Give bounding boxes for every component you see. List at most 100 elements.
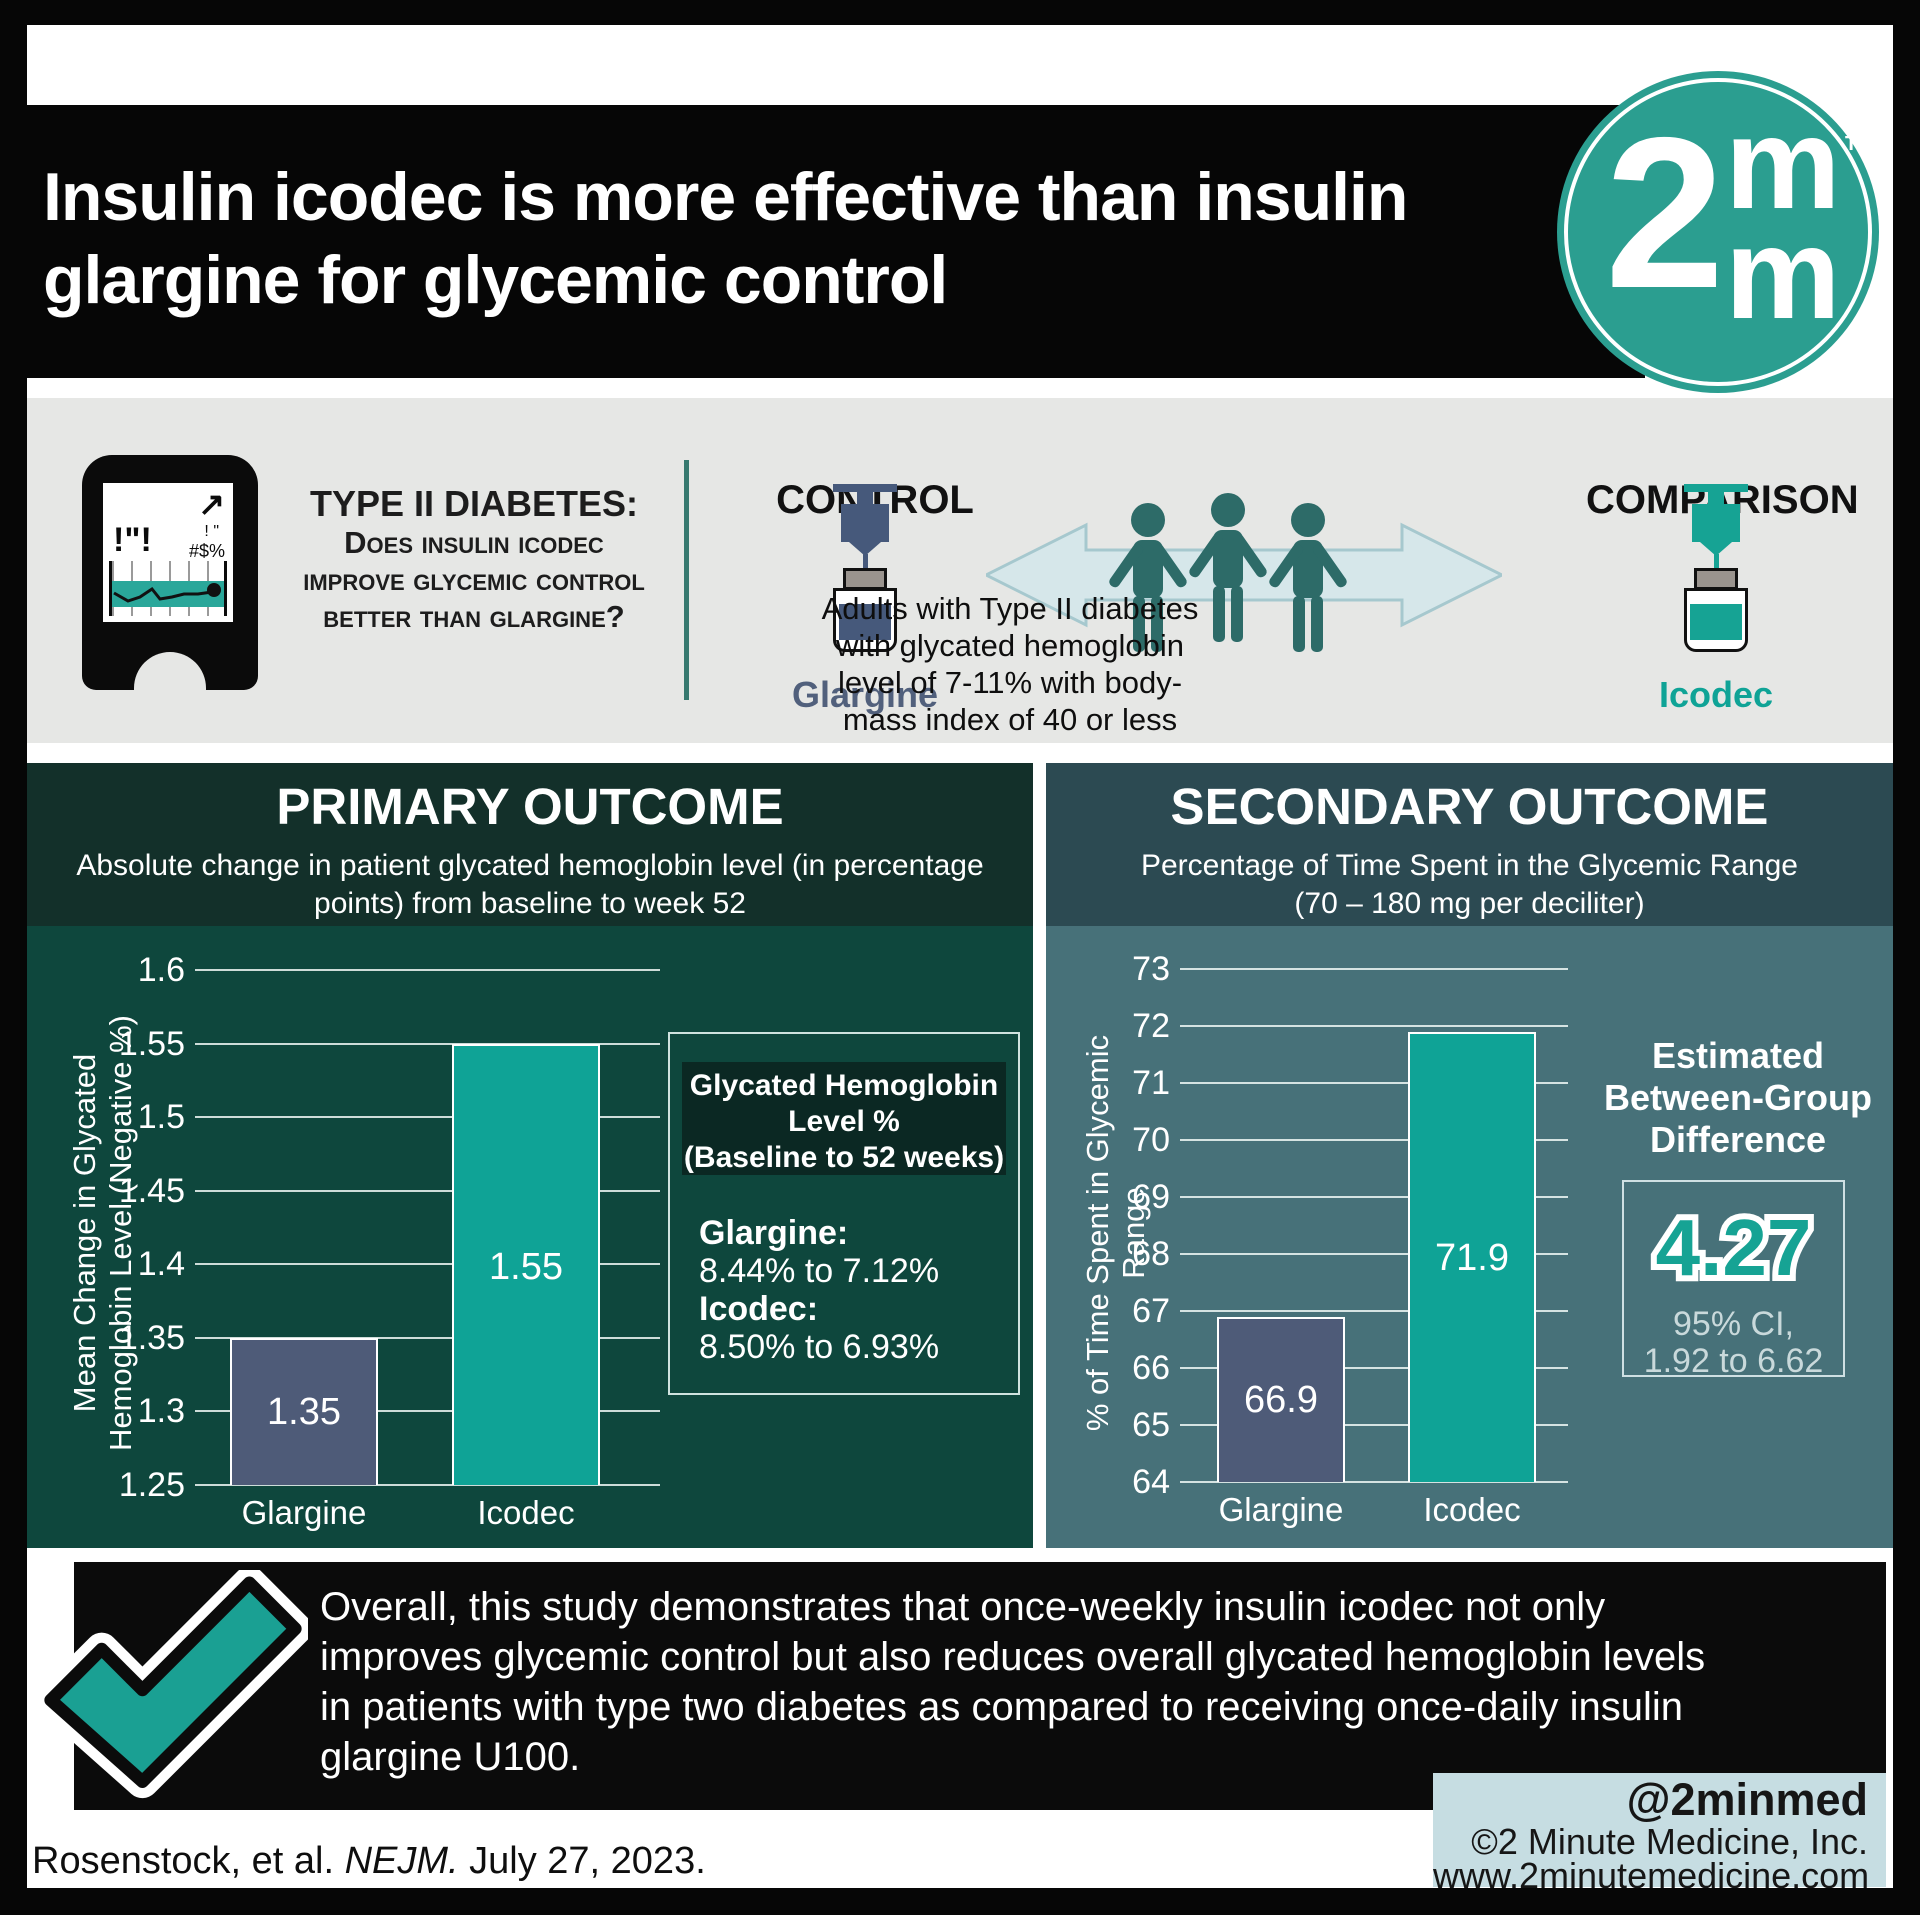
y-tick-label: 1.3 [137, 1392, 185, 1431]
gridline [1180, 1253, 1568, 1255]
icodec-drug-label: Icodec [1658, 674, 1774, 715]
y-tick-label: 67 [1132, 1292, 1170, 1330]
primary-panel-header: PRIMARY OUTCOME Absolute change in patie… [27, 763, 1033, 926]
conclusion-line1: Overall, this study demonstrates that on… [320, 1585, 1606, 1629]
y-tick-label: 1.45 [118, 1171, 185, 1210]
checkmark-icon [34, 1566, 312, 1820]
icodec-syringe-vial-icon [1661, 484, 1771, 654]
header-bottom-strip [27, 378, 1893, 398]
primary-subtitle-line2: points) from baseline to week 52 [314, 887, 746, 920]
primary-title: PRIMARY OUTCOME [276, 778, 784, 835]
y-tick-label: 1.4 [137, 1245, 185, 1284]
study-design-band [27, 398, 1893, 743]
y-tick-label: 64 [1132, 1463, 1170, 1501]
glucose-meter-icon: !"! ↗ ! " #$% [82, 455, 258, 695]
meter-exclaim-text: !"! [113, 521, 152, 559]
bar-value-label: 71.9 [1435, 1237, 1509, 1279]
info-icodec-value: 8.50% to 6.93% [699, 1328, 940, 1366]
gridline [1180, 1481, 1568, 1483]
y-tick-label: 1.6 [137, 951, 185, 989]
page-title-line1: Insulin icodec is more effective than in… [43, 159, 1408, 235]
publisher-box: @2minmed ©2 Minute Medicine, Inc. www.2m… [1433, 1773, 1886, 1894]
bar-icodec [452, 1043, 600, 1485]
study-question-line2: improve glycemic control [303, 562, 645, 597]
conclusion-box: Overall, this study demonstrates that on… [74, 1562, 1886, 1810]
info-icodec-label: Icodec: [699, 1290, 819, 1328]
population-line3: level of 7-11% with body- [837, 665, 1183, 700]
study-question-line3: better than glargine? [323, 599, 625, 634]
info-glargine-value: 8.44% to 7.12% [699, 1252, 940, 1290]
difference-value-box: 4.27 4.27 95% CI, 1.92 to 6.62 [1622, 1180, 1845, 1380]
confidence-interval: 95% CI, 1.92 to 6.62 [1643, 1305, 1824, 1380]
y-tick-label: 1.5 [137, 1098, 185, 1137]
study-question-title: TYPE II DIABETES: [309, 483, 639, 524]
social-handle[interactable]: @2minmed [1626, 1774, 1868, 1825]
meter-mini-chart [109, 561, 227, 616]
population-line4: mass index of 40 or less [842, 702, 1178, 737]
conclusion-line2: improves glycemic control but also reduc… [320, 1635, 1706, 1679]
gridline [1180, 1196, 1568, 1198]
y-tick-label: 72 [1132, 1007, 1170, 1045]
bar-glargine [1217, 1316, 1345, 1482]
gridline [1180, 1424, 1568, 1426]
secondary-bar-chart: 73 72 71 70 69 68 67 66 65 64 66.9 Glargine 71.9 Icod… [1046, 763, 1893, 1548]
y-tick-label: 73 [1132, 950, 1170, 988]
gridline [1180, 1139, 1568, 1141]
citation-journal: NEJM. [344, 1840, 459, 1882]
x-category-label: Glargine [1218, 1491, 1344, 1528]
x-category-label: Icodec [477, 1494, 575, 1531]
gridline [195, 969, 660, 971]
y-tick-label: 1.25 [118, 1466, 185, 1504]
gridline [195, 1263, 660, 1266]
logo-ring [1564, 78, 1872, 386]
vertical-divider [684, 460, 689, 700]
gridline [195, 1189, 660, 1192]
hemoglobin-info-box: Glycated Hemoglobin Level % (Baseline to… [668, 1032, 1020, 1395]
secondary-outcome-panel: SECONDARY OUTCOME Percentage of Time Spe… [1046, 763, 1893, 1548]
trademark-symbol: TM [1845, 133, 1874, 155]
meter-quote-text: ! " [204, 523, 219, 540]
people-icons [1108, 492, 1348, 682]
y-tick-label: 1.55 [118, 1024, 185, 1063]
gridline [195, 1116, 660, 1119]
study-question: TYPE II DIABETES: Does insulin icodec im… [244, 484, 704, 635]
conclusion-line4: glargine U100. [320, 1735, 581, 1779]
meter-symbols-text: #$% [188, 541, 225, 561]
logo-m-bottom: m [1725, 200, 1841, 346]
conclusion-text: Overall, this study demonstrates that on… [320, 1582, 1705, 1782]
y-tick-label: 69 [1132, 1178, 1170, 1216]
2mm-logo: 2 m m TM [1557, 71, 1879, 393]
gridline [1180, 1367, 1568, 1369]
page-title-line2: glargine for glycemic control [43, 242, 948, 318]
y-tick-label: 65 [1132, 1406, 1170, 1444]
difference-value: 4.27 4.27 [1650, 1200, 1818, 1296]
gridline [1180, 968, 1568, 970]
secondary-y-axis-label: % of Time Spent in Glycemic Range [1080, 1034, 1151, 1432]
study-question-line1: Does insulin icodec [344, 525, 604, 560]
info-box-values: Glargine: 8.44% to 7.12% Icodec: 8.50% t… [699, 1214, 939, 1366]
primary-outcome-panel: PRIMARY OUTCOME Absolute change in patie… [27, 763, 1033, 1548]
top-white-band [27, 25, 1893, 105]
gridline [1180, 1082, 1568, 1084]
primary-bar-chart: 1.6 1.55 1.5 1.45 1.4 1.35 1.3 1.25 1.35 Glargine… [27, 763, 1033, 1548]
gridline [195, 1042, 660, 1045]
primary-subtitle-line1: Absolute change in patient glycated hemo… [76, 849, 984, 882]
population-description: Adults with Type II diabetes with glycat… [800, 590, 1220, 738]
bar-glargine [230, 1337, 378, 1485]
between-group-difference-heading: Estimated Between-Group Difference [1603, 1035, 1872, 1160]
citation-date: July 27, 2023. [458, 1840, 706, 1882]
y-tick-label: 70 [1132, 1121, 1170, 1159]
website-link[interactable]: www.2minutemedicine.com [1433, 1855, 1870, 1896]
x-category-label: Icodec [1423, 1491, 1521, 1528]
citation: Rosenstock, et al. NEJM. July 27, 2023. [32, 1840, 706, 1883]
secondary-subtitle-line1: Percentage of Time Spent in the Glycemic… [1140, 849, 1798, 882]
trend-up-arrow-icon: ↗ [198, 486, 225, 522]
conclusion-line3: in patients with type two diabetes as co… [320, 1685, 1683, 1729]
glargine-syringe-vial-icon [810, 484, 920, 654]
info-glargine-label: Glargine: [699, 1214, 849, 1252]
secondary-title: SECONDARY OUTCOME [1170, 778, 1769, 835]
gridline [195, 1484, 660, 1486]
gridline [1180, 1025, 1568, 1027]
bar-value-label: 1.35 [267, 1391, 341, 1433]
